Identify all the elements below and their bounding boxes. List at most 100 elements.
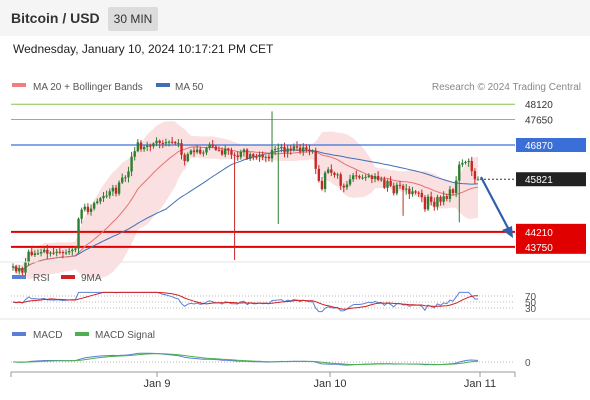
candle-body [467, 160, 470, 162]
rsi-tick-label: 70 [525, 292, 537, 303]
candle-body [358, 176, 361, 178]
pivot-level-tag [516, 172, 586, 187]
candle-body [83, 206, 86, 210]
candle-body [124, 177, 127, 179]
candle-body [370, 175, 374, 179]
ma50-legend-swatch [156, 83, 170, 87]
ma20-legend-label: MA 20 + Bollinger Bands [33, 82, 143, 93]
candle-body [80, 209, 83, 219]
support-zone-tag [516, 223, 586, 254]
candle-body [64, 252, 68, 254]
candle-body [267, 156, 271, 159]
candle-body [451, 189, 455, 193]
candle-body [442, 196, 445, 202]
candle-body [333, 172, 336, 176]
candle-body [86, 206, 90, 212]
candle-body [423, 197, 427, 210]
candle-body [49, 252, 52, 254]
candle-body [224, 148, 227, 155]
candle-body [314, 150, 317, 169]
candle-body [414, 191, 417, 193]
candle-body [342, 185, 346, 188]
support-level-label: 44210 [525, 228, 553, 239]
candle-body [55, 251, 58, 254]
candle-body [18, 268, 21, 272]
candle-body [170, 141, 174, 143]
candle-body [74, 248, 77, 250]
macd-signal-line [13, 353, 479, 365]
candle-body [429, 196, 433, 202]
candle-body [14, 266, 18, 272]
macd-legend-swatch [12, 332, 26, 336]
candle-body [383, 179, 386, 188]
candle-body [252, 154, 255, 157]
candle-body [52, 252, 55, 254]
candle-body [336, 174, 339, 176]
candle-body [270, 149, 274, 159]
candle-body [114, 187, 118, 194]
rsi-legend-label: RSI [33, 273, 50, 284]
credit-label: Research © 2024 Trading Central [432, 82, 581, 93]
candle-body [302, 147, 305, 152]
candle-body [108, 191, 111, 196]
candle-body [454, 180, 458, 193]
rsi-tick-label: 50 [525, 298, 537, 309]
candle-body [461, 162, 464, 165]
timeframe-button[interactable]: 30 MIN [108, 7, 158, 31]
candle-body [99, 198, 102, 202]
candle-body [202, 152, 205, 154]
candle-body [145, 145, 149, 147]
candle-body [192, 150, 196, 153]
candle-body [392, 185, 395, 194]
candle-body [448, 189, 452, 199]
candle-body [139, 142, 143, 150]
candle-body [39, 252, 43, 254]
candle-body [30, 251, 33, 255]
candle-body [348, 179, 352, 185]
bollinger-band [13, 121, 478, 280]
candle-body [458, 164, 461, 181]
candle-body [102, 195, 105, 199]
candle-body [117, 182, 121, 194]
candle-body [473, 171, 477, 180]
candle-body [33, 253, 37, 255]
candle-body [214, 146, 218, 150]
candle-body [389, 180, 392, 186]
candle-body [361, 177, 364, 179]
candle-body [283, 146, 286, 153]
candle-body [186, 154, 189, 161]
candle-body [133, 151, 136, 157]
price-panel: 44210 43750 46870 45821 48120 47650 [11, 100, 586, 280]
rsi-ma-legend-label: 9MA [81, 273, 102, 284]
candle-body [161, 143, 164, 145]
candle-body [317, 168, 321, 181]
candle-body [152, 143, 155, 147]
rsi-ma-legend-swatch [61, 275, 75, 279]
candle-body [217, 149, 221, 151]
macd-legend-label: MACD [33, 330, 62, 341]
ma20-line [12, 146, 479, 271]
candle-body [136, 142, 140, 152]
candle-body [230, 150, 233, 155]
candle-body [386, 180, 389, 188]
target-level-label: 48120 [525, 100, 553, 111]
candle-body [433, 201, 436, 207]
macd-tick-label: 0 [525, 358, 531, 369]
candle-body [96, 201, 99, 204]
candle-body [89, 208, 93, 212]
candle-body [298, 147, 302, 152]
candle-body [236, 155, 239, 158]
candle-body [364, 176, 367, 178]
candle-body [417, 192, 420, 194]
candle-body [476, 179, 480, 181]
candle-body [395, 184, 399, 194]
candle-body [255, 156, 258, 158]
support-level-label: 43750 [525, 243, 553, 254]
candle-body [58, 251, 62, 253]
candle-body [305, 147, 308, 150]
candle-body [195, 149, 199, 153]
macd-signal-legend-swatch [75, 332, 89, 336]
candle-body [245, 149, 249, 159]
candle-body [323, 172, 327, 190]
